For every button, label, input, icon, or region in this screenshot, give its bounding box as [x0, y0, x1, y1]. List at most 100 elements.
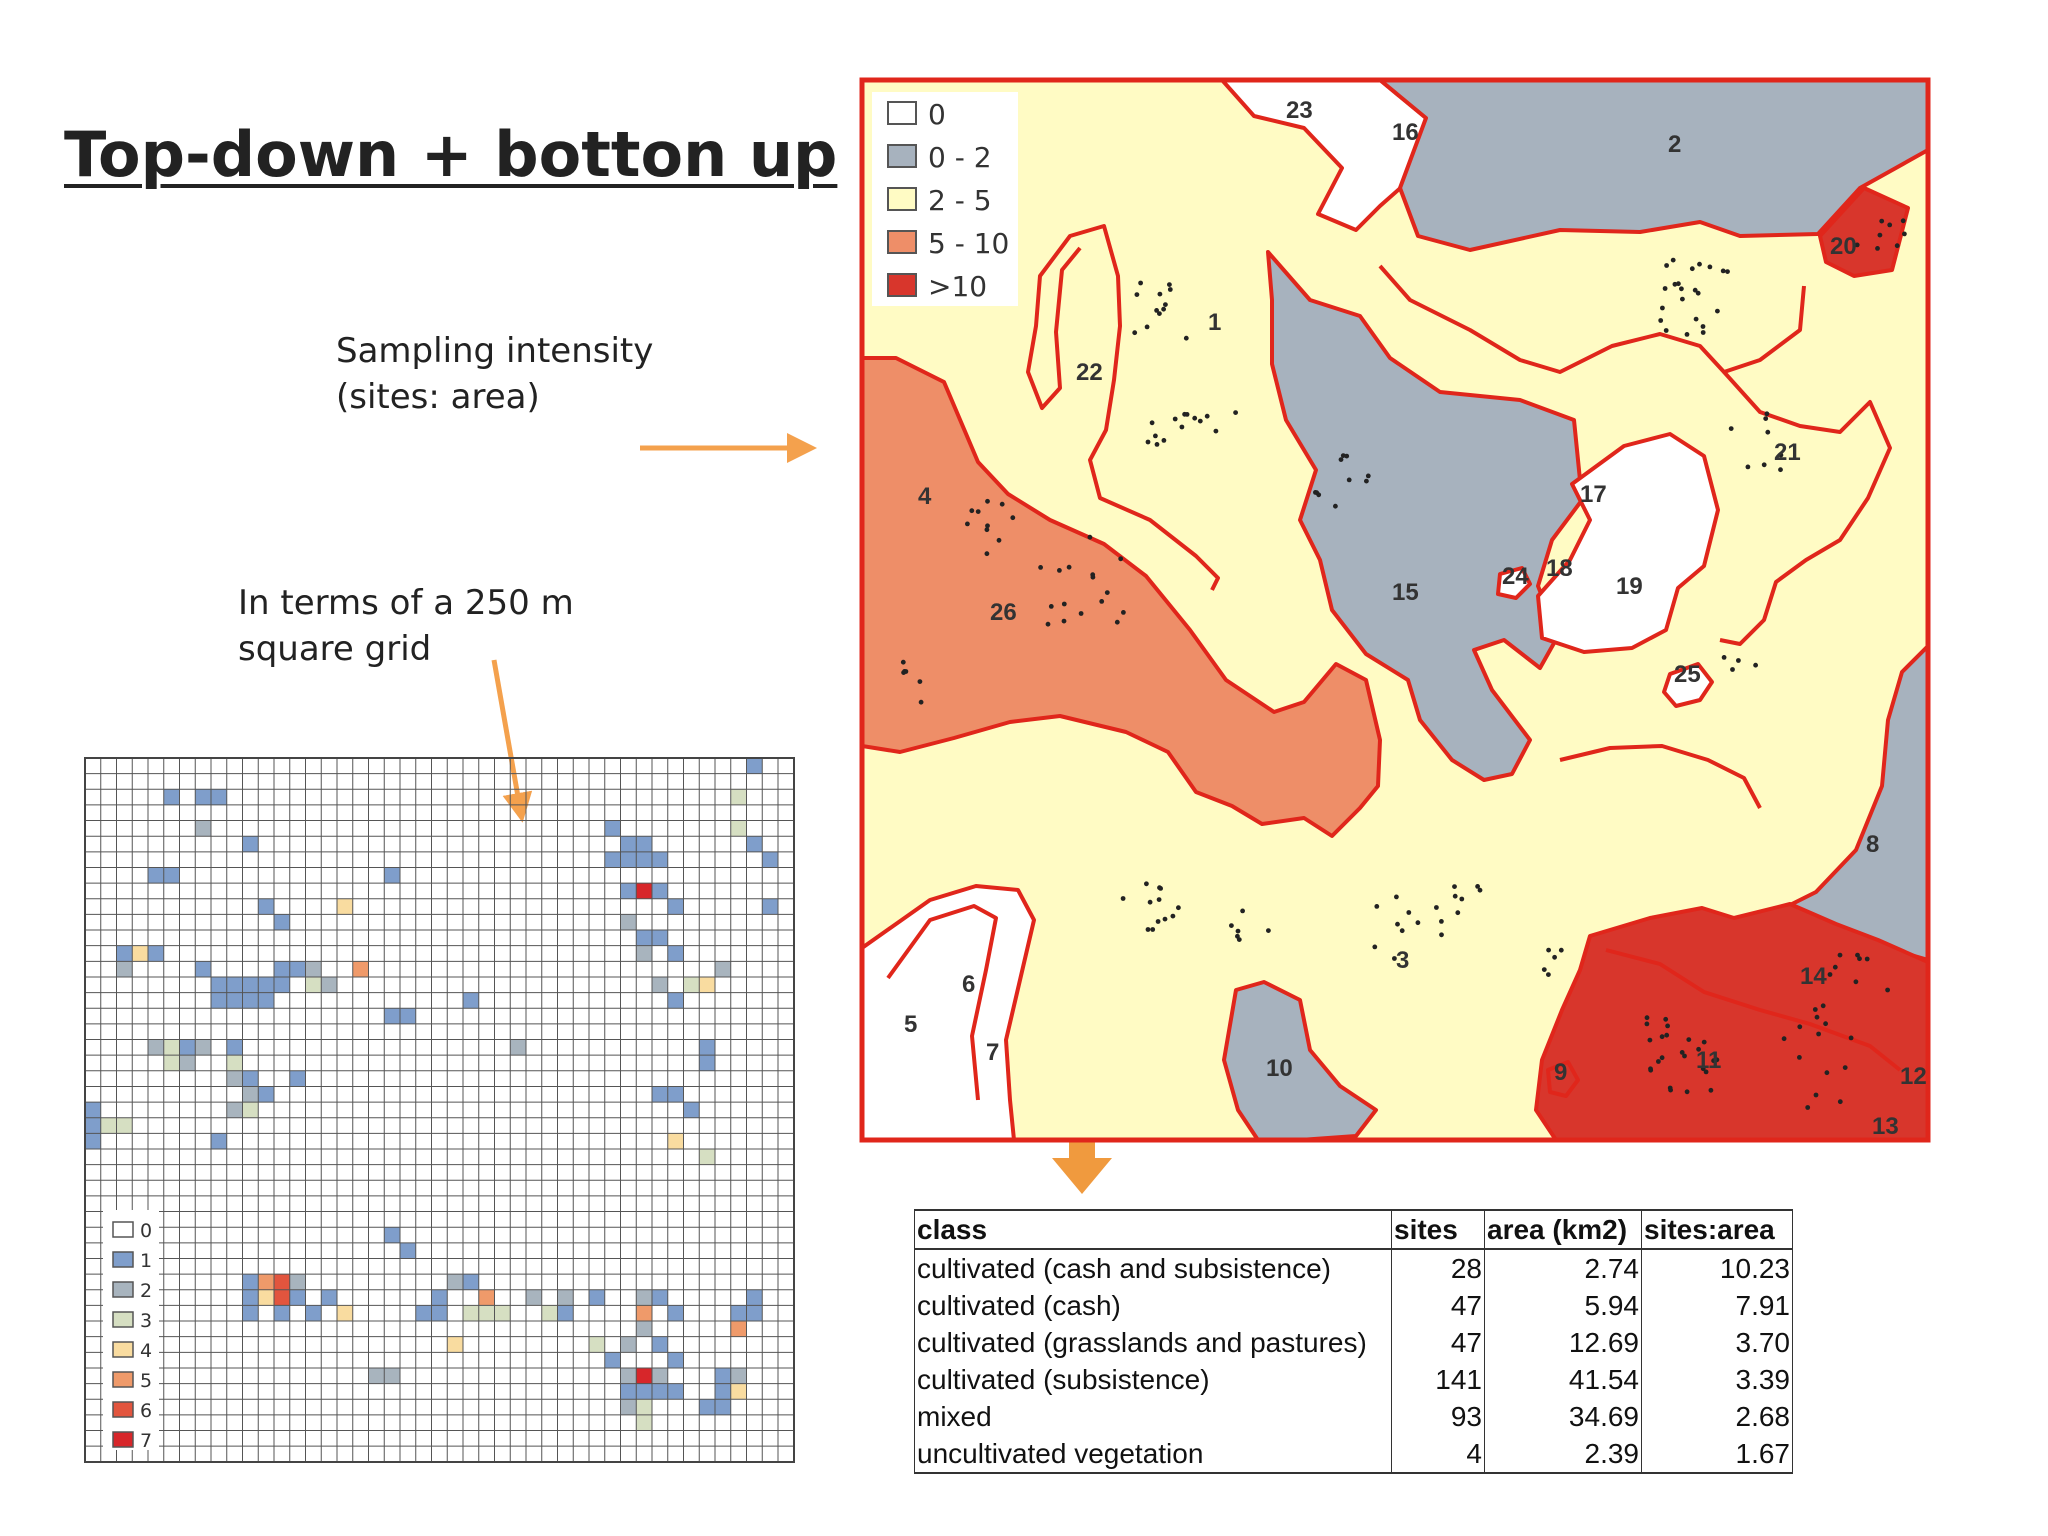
- site-dot: [1697, 261, 1702, 267]
- site-dot: [1395, 921, 1400, 927]
- site-dot: [1010, 515, 1016, 521]
- site-dot: [1099, 599, 1105, 604]
- site-dot: [1797, 1024, 1803, 1030]
- grid-cell: [652, 1367, 668, 1384]
- grid-cell: [636, 1399, 652, 1415]
- site-dot: [996, 537, 1002, 543]
- site-dot: [1660, 305, 1665, 311]
- grid-cell: [148, 867, 164, 884]
- site-dot: [1087, 534, 1093, 540]
- cell-area: 2.39: [1484, 1435, 1642, 1474]
- site-dot: [1745, 464, 1751, 470]
- grid-cell: [242, 1289, 259, 1306]
- site-dot: [1664, 1032, 1670, 1038]
- grid-cell: [652, 1336, 668, 1353]
- grid-cell: [667, 1086, 684, 1103]
- site-dot: [1700, 1066, 1706, 1072]
- site-dot: [1184, 412, 1190, 417]
- table-row: cultivated (cash and subsistence) 28 2.74 1…: [914, 1249, 1793, 1287]
- square-grid-map: 0 1 2 3 4 5 6 7: [84, 757, 795, 1463]
- site-dot: [1118, 556, 1124, 562]
- slide-title: Top-down + botton up: [64, 118, 838, 191]
- site-dot: [1730, 667, 1735, 672]
- zone-label: 6: [962, 971, 975, 998]
- grid-legend-swatch: [112, 1311, 134, 1328]
- grid-cell: [699, 1055, 715, 1071]
- table-header-row: class sites area (km2) sites:area: [914, 1209, 1793, 1250]
- grid-cell: [289, 961, 306, 977]
- map-legend: 0 0 - 2 2 - 5 5 - 10 >10: [887, 98, 1009, 303]
- cell-sites: 93: [1391, 1398, 1485, 1435]
- site-dot: [1659, 1055, 1665, 1061]
- grid-legend-swatch: [112, 1251, 134, 1268]
- site-dot: [1266, 928, 1271, 933]
- grid-cell: [163, 1055, 180, 1071]
- grid-cell: [211, 789, 227, 805]
- grid-cell: [620, 914, 637, 931]
- site-dot: [1708, 1087, 1714, 1093]
- grid-cell: [289, 1274, 306, 1290]
- grid-cell: [620, 1367, 637, 1384]
- site-dot: [1721, 655, 1727, 660]
- zone-10: [1222, 980, 1378, 1140]
- site-dot: [1663, 1016, 1669, 1022]
- site-dot: [1213, 428, 1219, 434]
- grid-cell: [415, 1305, 432, 1322]
- grid-cell: [636, 945, 652, 962]
- sampling-label-line1: Sampling intensity: [336, 331, 654, 371]
- grid-cell: [242, 1102, 259, 1118]
- site-dot: [1824, 1070, 1830, 1076]
- grid-cell: [384, 1367, 400, 1384]
- site-dot: [1038, 565, 1043, 570]
- site-dot: [1875, 246, 1880, 251]
- site-dot: [1183, 335, 1189, 341]
- zone-label: 10: [1266, 1055, 1293, 1082]
- site-dot: [1720, 268, 1726, 274]
- grid-cell: [116, 961, 133, 977]
- zone-label: 7: [986, 1039, 999, 1066]
- grid-cell: [636, 851, 652, 868]
- grid-cell: [258, 1086, 274, 1103]
- zone-2: [1378, 80, 1928, 252]
- site-dot: [1764, 411, 1770, 417]
- site-dot: [902, 669, 907, 674]
- site-dot: [1837, 952, 1843, 958]
- site-dot: [1664, 263, 1669, 268]
- zone-label: 5: [904, 1011, 917, 1038]
- site-dot: [984, 551, 990, 557]
- site-dot: [1144, 324, 1150, 330]
- zone-label: 14: [1800, 963, 1827, 990]
- site-dot: [1813, 1092, 1819, 1098]
- site-dot: [1684, 332, 1690, 337]
- grid-cell: [652, 930, 668, 946]
- grid-cell: [746, 1305, 763, 1322]
- site-dot: [1781, 1036, 1787, 1042]
- site-dot: [1161, 438, 1167, 443]
- grid-cell: [494, 1305, 511, 1322]
- site-dot: [1240, 908, 1245, 914]
- grid-cell: [557, 1305, 574, 1322]
- grid-cell: [699, 1399, 715, 1415]
- zone-25: [1662, 662, 1714, 708]
- cell-class: cultivated (subsistence): [914, 1361, 1392, 1398]
- grid-cell: [652, 1086, 668, 1103]
- zone-24: [1496, 566, 1532, 600]
- zone-15: [1266, 250, 1584, 782]
- grid-cell: [652, 1289, 668, 1306]
- grid-cell: [305, 976, 322, 993]
- site-dot: [965, 521, 970, 527]
- grid-cell: [699, 976, 715, 993]
- site-dot: [1546, 947, 1551, 953]
- site-dot: [1680, 296, 1685, 302]
- grid-legend-label: 6: [140, 1400, 152, 1422]
- site-dot: [1197, 418, 1203, 424]
- site-dot: [969, 508, 975, 514]
- site-dot: [1854, 242, 1860, 248]
- zone-17-19: [1536, 432, 1720, 654]
- site-dot: [1816, 1031, 1821, 1037]
- grid-cell: [242, 1274, 259, 1290]
- grid-cell: [289, 1289, 306, 1306]
- grid-cell: [667, 945, 684, 962]
